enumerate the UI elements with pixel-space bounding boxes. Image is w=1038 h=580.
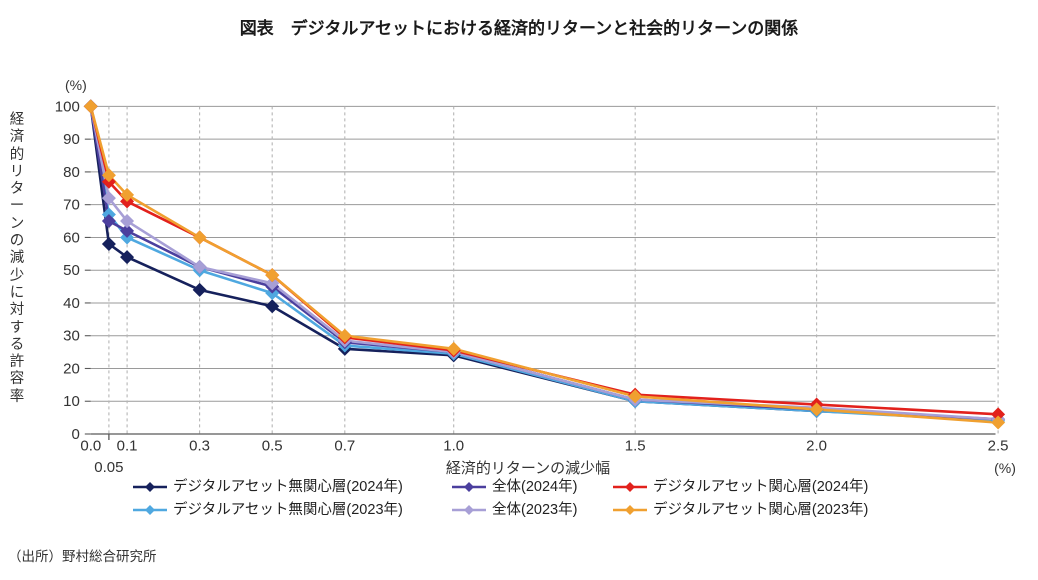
svg-text:2.0: 2.0 [806, 438, 827, 455]
svg-text:1.5: 1.5 [625, 438, 646, 455]
svg-text:50: 50 [63, 262, 80, 279]
svg-text:0.05: 0.05 [94, 459, 123, 476]
svg-text:0.7: 0.7 [334, 438, 355, 455]
svg-text:70: 70 [63, 197, 80, 214]
svg-text:2.5: 2.5 [988, 438, 1009, 455]
svg-text:0.3: 0.3 [189, 438, 210, 455]
svg-text:90: 90 [63, 131, 80, 148]
svg-text:(%): (%) [994, 460, 1016, 476]
svg-text:100: 100 [55, 98, 80, 115]
svg-text:20: 20 [63, 360, 80, 377]
svg-text:1.0: 1.0 [443, 438, 464, 455]
svg-text:30: 30 [63, 328, 80, 345]
svg-text:0.1: 0.1 [117, 438, 138, 455]
svg-text:80: 80 [63, 164, 80, 181]
svg-text:0: 0 [71, 426, 79, 443]
svg-text:0.5: 0.5 [262, 438, 283, 455]
svg-text:0.0: 0.0 [80, 438, 101, 455]
svg-text:(%): (%) [65, 77, 87, 93]
svg-text:40: 40 [63, 295, 80, 312]
svg-text:60: 60 [63, 229, 80, 246]
svg-text:10: 10 [63, 393, 80, 410]
